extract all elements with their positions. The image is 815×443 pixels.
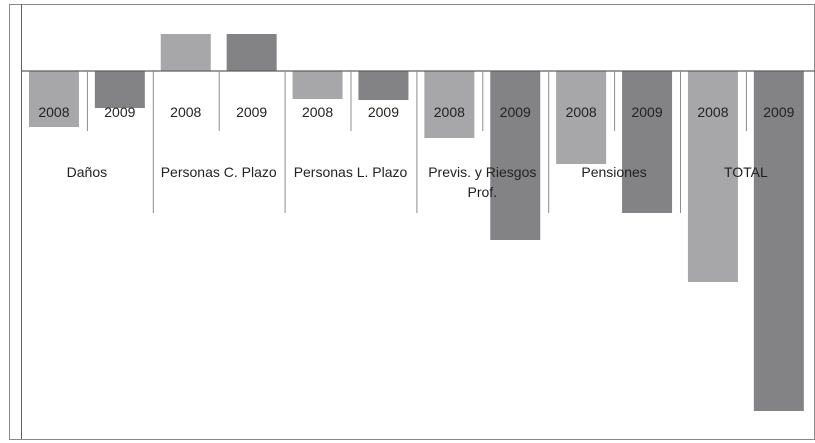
group-label: Personas C. Plazo [161, 164, 277, 180]
group-label: Prof. [468, 184, 498, 200]
year-tick-label: 2008 [302, 104, 333, 120]
group-label: Daños [67, 164, 107, 180]
group-dividers [86, 71, 747, 213]
bar-2009 [622, 71, 673, 213]
year-tick-label: 2008 [434, 104, 465, 120]
year-tick-label: 2008 [170, 104, 201, 120]
bar-2008 [424, 71, 475, 138]
year-tick-label: 2008 [697, 104, 728, 120]
year-tick-label: 2008 [566, 104, 597, 120]
year-tick-label: 2009 [631, 104, 662, 120]
year-tick-label: 2009 [763, 104, 794, 120]
year-tick-label: 2009 [236, 104, 267, 120]
bar-2009 [490, 71, 541, 240]
year-tick-label: 2009 [104, 104, 135, 120]
bar-2008 [556, 71, 607, 164]
bar-2009 [358, 71, 409, 100]
bar-2008 [687, 71, 738, 282]
year-tick-label: 2009 [500, 104, 531, 120]
group-label: Pensiones [581, 164, 646, 180]
labels-layer: 2008 2009 Daños 2008 2009 Personas C. Plazo 20… [38, 104, 794, 200]
bar-2009 [226, 34, 277, 71]
bars-layer [28, 34, 804, 411]
group-label: Previs. y Riesgos [428, 164, 536, 180]
bar-2009 [94, 71, 145, 108]
bar-2009 [753, 71, 804, 411]
group-label: TOTAL [724, 164, 768, 180]
bar-2008 [160, 34, 211, 71]
year-tick-label: 2008 [38, 104, 69, 120]
group-label: Personas L. Plazo [294, 164, 408, 180]
bar-2008 [292, 71, 343, 99]
bar-2008 [28, 71, 79, 127]
year-tick-label: 2009 [368, 104, 399, 120]
